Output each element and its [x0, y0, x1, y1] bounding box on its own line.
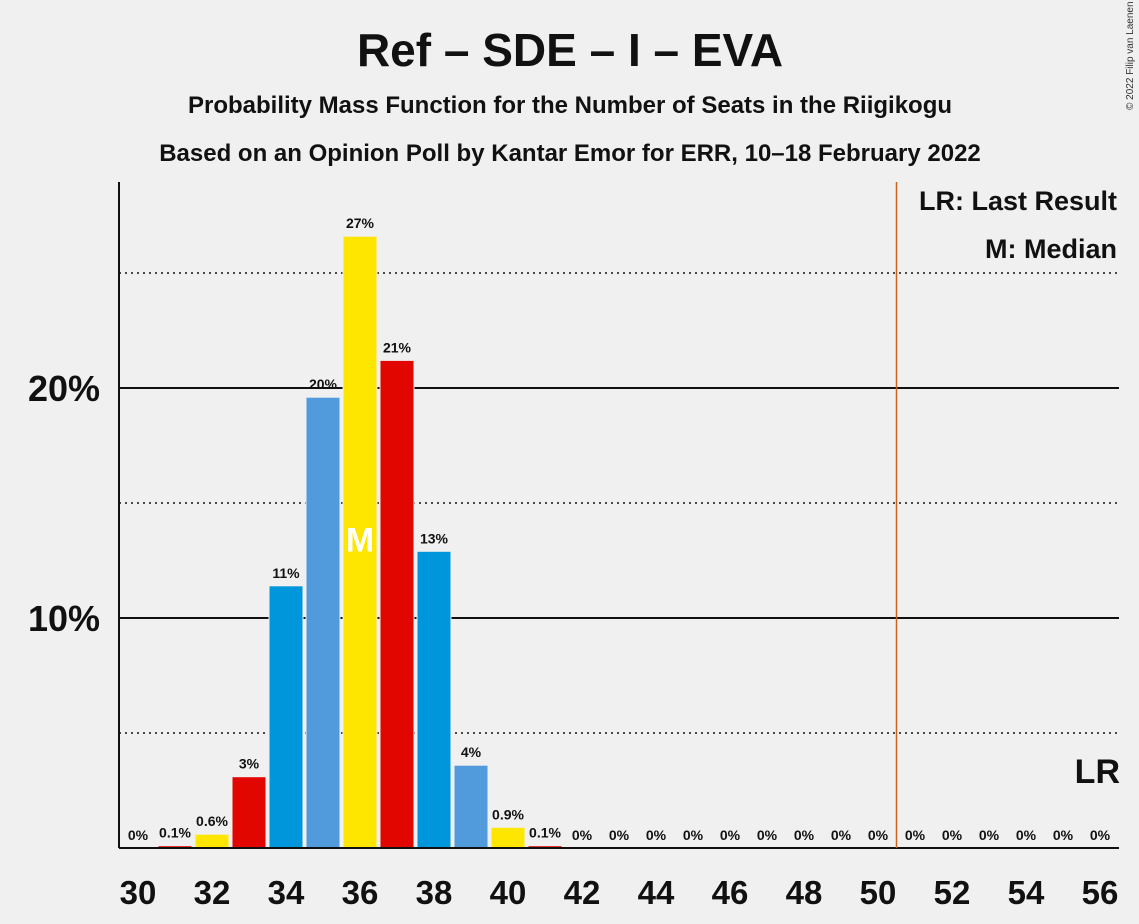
data-label-55: 0% — [1053, 827, 1074, 843]
data-label-39: 4% — [461, 744, 482, 760]
bar-40 — [490, 826, 526, 849]
data-label-53: 0% — [979, 827, 1000, 843]
x-tick-label-40: 40 — [490, 874, 527, 911]
x-tick-label-48: 48 — [786, 874, 823, 911]
data-label-45: 0% — [683, 827, 704, 843]
tick-labels: 10% 20% 30 32 34 36 38 40 42 44 46 48 50 52 54 56 — [28, 368, 1118, 911]
x-tick-label-52: 52 — [934, 874, 971, 911]
bars — [157, 235, 563, 849]
legend-median: M: Median — [985, 234, 1117, 264]
data-label-40: 0.9% — [492, 806, 524, 822]
y-tick-label-1: 20% — [28, 368, 100, 409]
data-label-32: 0.6% — [196, 813, 228, 829]
median-marker: M — [346, 521, 374, 559]
data-label-36: 27% — [346, 215, 375, 231]
x-tick-label-50: 50 — [860, 874, 897, 911]
data-label-30: 0% — [128, 827, 149, 843]
data-labels: 0% 0.1% 0.6% 3% 11% 20% 27% M 21% 13% 4% 0.9% 0.1% 0%… — [128, 215, 1111, 843]
last-result-marker: LR — [1075, 753, 1120, 791]
bar-36 — [342, 235, 378, 849]
data-label-44: 0% — [646, 827, 667, 843]
data-label-35: 20% — [309, 376, 338, 392]
data-label-51: 0% — [905, 827, 926, 843]
bar-35 — [305, 396, 341, 849]
x-tick-label-54: 54 — [1008, 874, 1045, 911]
x-tick-label-30: 30 — [120, 874, 157, 911]
copyright-notice: © 2022 Filip van Laenen — [1125, 1, 1136, 110]
x-tick-label-36: 36 — [342, 874, 379, 911]
bar-38 — [416, 550, 452, 849]
data-label-50: 0% — [868, 827, 889, 843]
data-label-34: 11% — [272, 565, 300, 581]
data-label-31: 0.1% — [159, 825, 191, 841]
x-tick-label-38: 38 — [416, 874, 453, 911]
y-tick-label-0: 10% — [28, 598, 100, 639]
x-tick-label-42: 42 — [564, 874, 601, 911]
bar-33 — [231, 776, 267, 849]
data-label-42: 0% — [572, 827, 593, 843]
data-label-56: 0% — [1090, 827, 1111, 843]
legend-last-result: LR: Last Result — [919, 186, 1117, 216]
data-label-41: 0.1% — [529, 825, 561, 841]
data-label-48: 0% — [794, 827, 815, 843]
chart-source: Based on an Opinion Poll by Kantar Emor … — [159, 140, 981, 167]
bar-37 — [379, 359, 415, 849]
data-label-54: 0% — [1016, 827, 1037, 843]
x-tick-label-56: 56 — [1082, 874, 1119, 911]
bar-32 — [194, 833, 230, 849]
data-label-52: 0% — [942, 827, 963, 843]
data-label-49: 0% — [831, 827, 852, 843]
data-label-38: 13% — [420, 530, 449, 546]
chart-title: Ref – SDE – I – EVA — [357, 24, 783, 76]
data-label-43: 0% — [609, 827, 630, 843]
x-tick-label-34: 34 — [268, 874, 305, 911]
x-tick-label-32: 32 — [194, 874, 231, 911]
x-tick-label-44: 44 — [638, 874, 675, 911]
bar-34 — [268, 585, 304, 849]
chart-subtitle: Probability Mass Function for the Number… — [188, 92, 952, 119]
axes — [118, 182, 1119, 849]
data-label-46: 0% — [720, 827, 741, 843]
data-label-47: 0% — [757, 827, 778, 843]
data-label-33: 3% — [239, 756, 260, 772]
x-tick-label-46: 46 — [712, 874, 749, 911]
bar-39 — [453, 764, 489, 849]
data-label-37: 21% — [383, 339, 412, 355]
